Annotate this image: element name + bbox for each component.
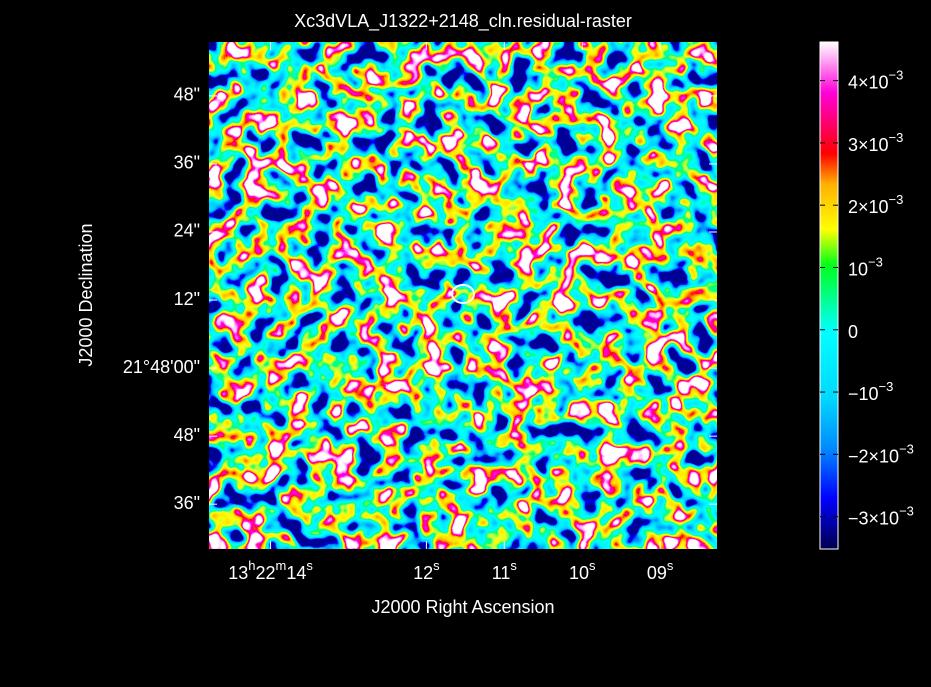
colorbar-tick-label: 2×10−3	[848, 193, 903, 217]
label-part: 0	[848, 322, 858, 342]
y-tick-label: 36"	[174, 493, 200, 513]
label-part: 3×10	[848, 135, 889, 155]
x-tick-label: 11s	[492, 558, 518, 582]
superscript: −3	[899, 504, 914, 519]
y-tick-label: 24"	[174, 221, 200, 241]
colorbar-tick-label: −10−3	[848, 379, 893, 403]
superscript: s	[433, 558, 440, 573]
label-part: 11	[492, 563, 511, 583]
label-part: −2×10	[848, 446, 899, 466]
y-tick-label: 21°48'00"	[123, 357, 200, 377]
superscript: s	[667, 558, 674, 573]
label-part: 12	[413, 563, 433, 583]
x-tick-label: 09s	[647, 558, 674, 582]
superscript: −3	[879, 379, 894, 394]
label-part: 22	[255, 563, 275, 583]
superscript: m	[276, 558, 287, 573]
label-part: −10	[848, 384, 879, 404]
superscript: −3	[868, 255, 883, 270]
label-part: 10	[569, 563, 589, 583]
superscript: −3	[889, 130, 904, 145]
label-part: −3×10	[848, 508, 899, 528]
superscript: h	[248, 558, 255, 573]
label-part: 13	[228, 563, 248, 583]
colorbar-tick-label: 0	[848, 322, 858, 342]
y-tick-label: 36"	[174, 153, 200, 173]
y-tick-label: 48"	[174, 425, 200, 445]
y-tick-label: 12"	[174, 289, 200, 309]
x-tick-label: 12s	[413, 558, 440, 582]
colorbar-tick-label: 10−3	[848, 255, 883, 279]
superscript: s	[306, 558, 313, 573]
chart-title: Xc3dVLA_J1322+2148_cln.residual-raster	[294, 11, 632, 32]
colorbar-tick-label: −2×10−3	[848, 442, 914, 466]
superscript: −3	[899, 442, 914, 457]
label-part: 2×10	[848, 197, 889, 217]
colorbar	[819, 41, 839, 550]
superscript: s	[589, 558, 596, 573]
superscript: −3	[889, 68, 904, 83]
x-axis-label: J2000 Right Ascension	[371, 597, 554, 617]
colorbar-tick-label: 3×10−3	[848, 130, 903, 154]
contour	[451, 284, 475, 304]
x-tick-label: 10s	[569, 558, 596, 582]
colorbar-tick-label: 4×10−3	[848, 68, 903, 92]
residual-raster	[209, 42, 717, 549]
y-axis-label: J2000 Declination	[76, 223, 96, 366]
x-tick-label: 13h22m14s	[228, 558, 313, 582]
label-part: 09	[647, 563, 667, 583]
superscript: −3	[889, 193, 904, 208]
label-part: 10	[848, 259, 868, 279]
y-tick-label: 48"	[174, 85, 200, 105]
colorbar-tick-label: −3×10−3	[848, 504, 914, 528]
superscript: s	[510, 558, 517, 573]
label-part: 14	[286, 563, 306, 583]
label-part: 4×10	[848, 72, 889, 92]
